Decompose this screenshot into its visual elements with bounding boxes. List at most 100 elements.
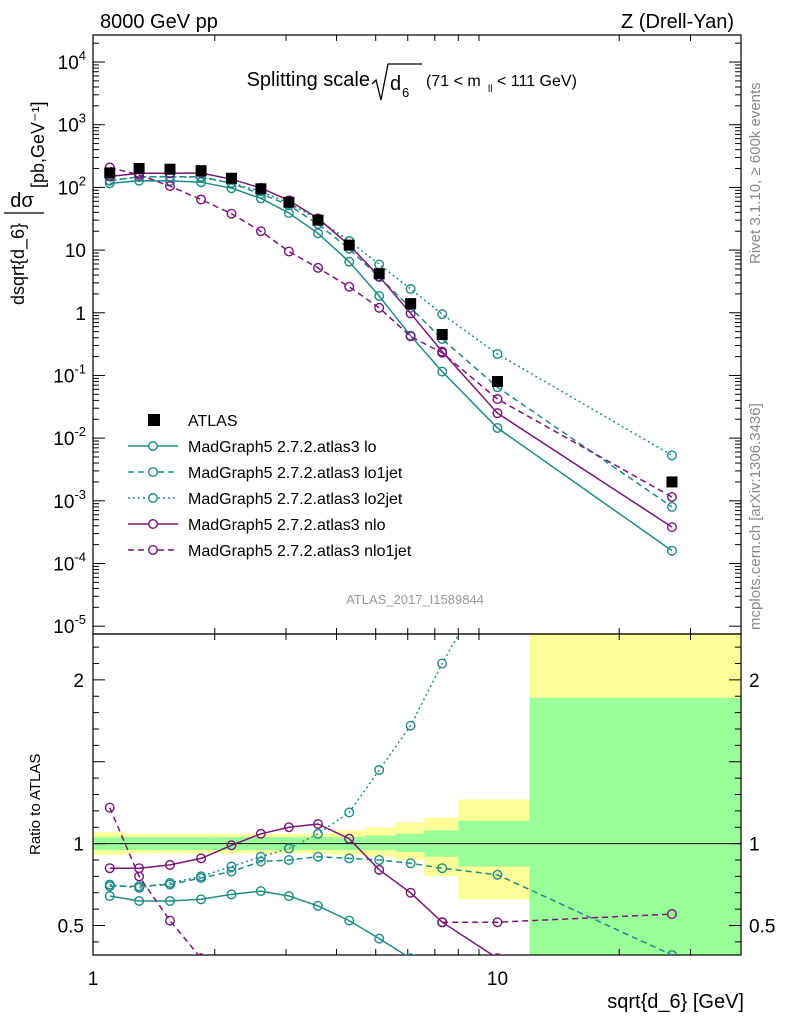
main-series-3-point bbox=[437, 309, 448, 320]
analysis-id: ATLAS_2017_I1589844 bbox=[346, 592, 484, 607]
main-series-2-point bbox=[666, 501, 677, 512]
main-series-5-point bbox=[492, 394, 503, 405]
y-tick-label: 10-2 bbox=[53, 424, 86, 450]
ratio-series-1-point bbox=[374, 855, 385, 866]
ratio-y-tick-label: 0.5 bbox=[58, 917, 84, 938]
main-series-5-point bbox=[666, 492, 677, 503]
legend-marker bbox=[147, 467, 158, 478]
main-series-1-point bbox=[134, 175, 145, 186]
main-series-5-point bbox=[313, 262, 324, 273]
ratio-series-0-point bbox=[196, 894, 207, 905]
ratio-series-2-point bbox=[196, 871, 207, 882]
ratio-series-1-point bbox=[313, 851, 324, 862]
main-series-3-point bbox=[666, 450, 677, 461]
atlas-point bbox=[312, 214, 324, 226]
x-tick-label: 10 bbox=[487, 969, 508, 990]
ratio-series-2-point bbox=[226, 861, 237, 872]
ratio-series-4-line bbox=[442, 913, 673, 923]
ratio-series-0-point bbox=[313, 900, 324, 911]
mcplots-credit: mcplots.cern.ch [arXiv:1306.3436] bbox=[747, 403, 764, 630]
ratio-y-tick-label: 2 bbox=[73, 671, 84, 692]
plot-title: Splitting scale d 6 (71 < m ll < 111 GeV… bbox=[247, 63, 577, 101]
ratio-series-0-point bbox=[374, 933, 385, 944]
ratio-series-0-point bbox=[164, 895, 175, 906]
atlas-point bbox=[164, 163, 176, 175]
ratio-series-2-point bbox=[405, 720, 416, 731]
main-series-2-group bbox=[104, 171, 677, 512]
ratio-series-4-point bbox=[164, 915, 175, 926]
atlas-point bbox=[104, 167, 116, 179]
svg-text:dsqrt{d_6}: dsqrt{d_6} bbox=[8, 223, 29, 305]
ratio-series-4-point bbox=[197, 953, 205, 955]
main-series-5-point bbox=[344, 281, 355, 292]
legend-marker bbox=[147, 493, 158, 504]
main-series-1-point bbox=[374, 291, 385, 302]
ratio-series bbox=[104, 634, 677, 955]
band-green-bin bbox=[364, 835, 396, 851]
main-series-3-point bbox=[405, 283, 416, 294]
rivet-version: Rivet 3.1.10, ≥ 600k events bbox=[747, 82, 764, 264]
x-tick-label: 1 bbox=[88, 969, 99, 990]
ratio-series-1-point bbox=[344, 853, 355, 864]
y-tick-label: 10 bbox=[65, 241, 86, 262]
main-series-1-point bbox=[666, 545, 677, 556]
main-series-1-point bbox=[437, 366, 448, 377]
atlas-point bbox=[373, 268, 385, 280]
main-series-1-point bbox=[344, 256, 355, 267]
legend-label: MadGraph5 2.7.2.atlas3 nlo1jet bbox=[188, 543, 412, 560]
main-series-1-point bbox=[283, 208, 294, 219]
legend-marker-atlas bbox=[148, 414, 160, 426]
y-tick-label: 10-3 bbox=[53, 487, 86, 513]
legend-label: MadGraph5 2.7.2.atlas3 lo2jet bbox=[188, 491, 403, 508]
ratio-series-1-point bbox=[405, 858, 416, 869]
y-tick-label: 1 bbox=[75, 304, 86, 325]
ratio-series-4-point bbox=[492, 917, 503, 928]
main-series-5-point bbox=[374, 302, 385, 313]
ratio-series-0-point bbox=[283, 891, 294, 902]
x-axis-label: sqrt{d_6} [GeV] bbox=[607, 991, 744, 1013]
atlas-point bbox=[226, 172, 238, 184]
band-green-bin bbox=[529, 697, 741, 955]
main-series-3-point bbox=[374, 259, 385, 270]
main-axes: 10-5 10-4 10-3 10-2 10-1 1 10 102 103 104 bbox=[53, 34, 742, 638]
main-series-5-point bbox=[196, 194, 207, 205]
atlas-point bbox=[436, 329, 448, 340]
main-series-5-point bbox=[405, 331, 416, 342]
atlas-point bbox=[666, 476, 678, 488]
svg-text:[pb,GeV⁻¹]: [pb,GeV⁻¹] bbox=[28, 101, 48, 188]
ratio-series-3-point bbox=[164, 859, 175, 870]
main-series-5-point bbox=[437, 347, 448, 358]
ratio-series-4-point bbox=[104, 802, 115, 813]
y-tick-label: 10-5 bbox=[53, 612, 86, 638]
ratio-series-3-point bbox=[226, 840, 237, 851]
ratio-series-3-point bbox=[344, 833, 355, 844]
title-range-post: < 111 GeV) bbox=[497, 73, 577, 90]
band-green-bin bbox=[395, 833, 425, 852]
ratio-series-2-point bbox=[104, 879, 115, 890]
y-tick-label: 103 bbox=[58, 111, 86, 137]
ratio-series-2-point bbox=[344, 807, 355, 818]
ratio-series-1-point bbox=[283, 855, 294, 866]
ratio-y-tick-label: 1 bbox=[73, 835, 84, 856]
ratio-series-0-point bbox=[226, 889, 237, 900]
ratio-series-4-point bbox=[437, 917, 448, 928]
ratio-series-3-point bbox=[104, 863, 115, 874]
legend-label: MadGraph5 2.7.2.atlas3 nlo bbox=[188, 517, 386, 534]
main-series-1-line bbox=[109, 179, 673, 552]
title-main: Splitting scale bbox=[247, 69, 370, 91]
ratio-series-0-point bbox=[406, 953, 415, 955]
ratio-series-1-point bbox=[226, 866, 237, 877]
main-series-3-line bbox=[109, 175, 673, 457]
ratio-series-1-point bbox=[666, 950, 677, 955]
ratio-series-4-point bbox=[666, 909, 677, 920]
main-series-5-point bbox=[164, 181, 175, 192]
sqrt-radical bbox=[371, 63, 422, 101]
title-range-pre: (71 < m bbox=[426, 73, 481, 90]
main-series-1-point bbox=[104, 178, 115, 189]
ratio-series-0-point bbox=[344, 915, 355, 926]
ratio-y-tick-label-right: 0.5 bbox=[749, 917, 775, 938]
atlas-point bbox=[343, 239, 355, 251]
y-tick-label: 10-1 bbox=[53, 361, 86, 387]
ratio-series-0-line bbox=[109, 890, 407, 955]
y-tick-label: 10-4 bbox=[53, 549, 86, 575]
